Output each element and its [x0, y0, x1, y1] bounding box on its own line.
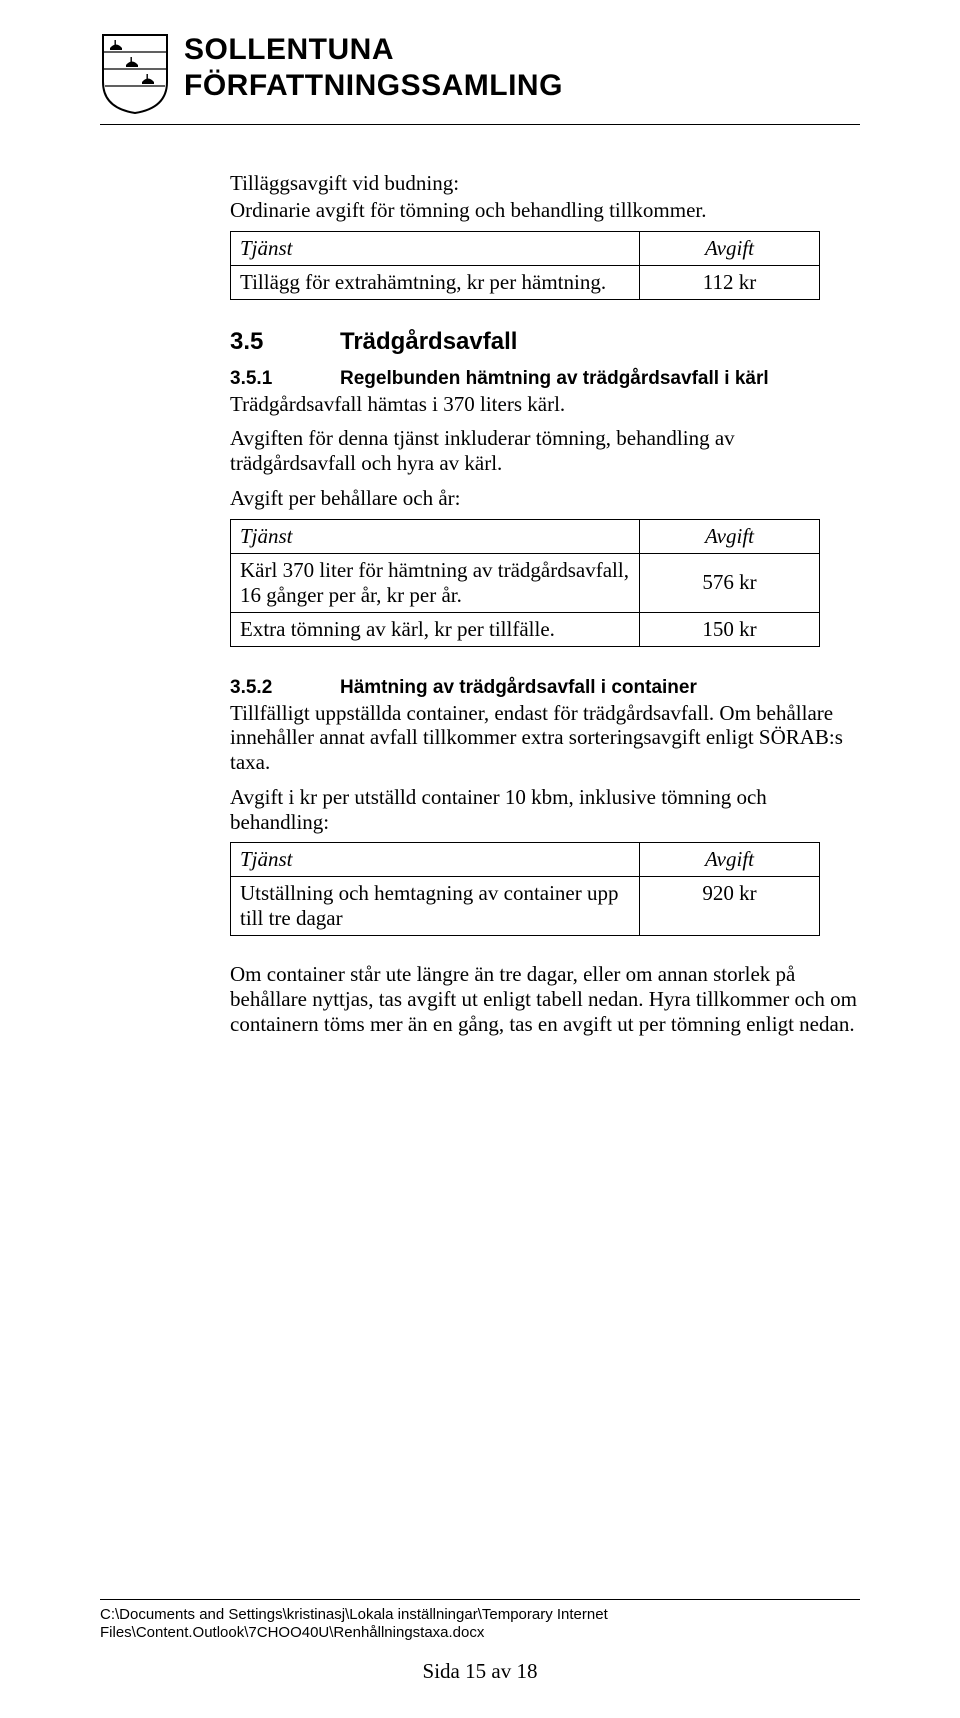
- cell-value: 576 kr: [640, 553, 820, 612]
- heading-title: Hämtning av trädgårdsavfall i container: [340, 677, 697, 698]
- closing-paragraph: Om container står ute längre än tre daga…: [230, 962, 860, 1036]
- table-row: Kärl 370 liter för hämtning av trädgårds…: [231, 553, 820, 612]
- cell-label: Kärl 370 liter för hämtning av trädgårds…: [231, 553, 640, 612]
- table-tradgardsavfall: Tjänst Avgift Kärl 370 liter för hämtnin…: [230, 519, 820, 647]
- p-351-3: Avgift per behållare och år:: [230, 486, 860, 511]
- footer-path-2: Files\Content.Outlook\7CHOO40U\Renhållni…: [100, 1624, 860, 1643]
- p-351-1: Trädgårdsavfall hämtas i 370 liters kärl…: [230, 392, 860, 417]
- page-number: Sida 15 av 18: [100, 1659, 860, 1684]
- p-351-2: Avgiften för denna tjänst inkluderar töm…: [230, 426, 860, 476]
- heading-num: 3.5.2: [230, 677, 340, 699]
- cell-label: Utställning och hemtagning av container …: [231, 877, 640, 936]
- heading-title: Regelbunden hämtning av trädgårdsavfall …: [340, 368, 769, 389]
- heading-3-5-1: 3.5.1Regelbunden hämtning av trädgårdsav…: [230, 368, 860, 390]
- col-header-avgift: Avgift: [640, 519, 820, 553]
- heading-3-5-2: 3.5.2Hämtning av trädgårdsavfall i conta…: [230, 677, 860, 699]
- cell-value: 920 kr: [640, 877, 820, 936]
- municipality-logo-icon: [100, 32, 170, 116]
- header-line1: SOLLENTUNA: [184, 32, 563, 68]
- col-header-tjanst: Tjänst: [231, 231, 640, 265]
- col-header-tjanst: Tjänst: [231, 519, 640, 553]
- table-row: Tjänst Avgift: [231, 231, 820, 265]
- table-row: Tjänst Avgift: [231, 519, 820, 553]
- page-footer: C:\Documents and Settings\kristinasj\Lok…: [100, 1599, 860, 1685]
- document-header: SOLLENTUNA FÖRFATTNINGSSAMLING: [184, 32, 563, 104]
- col-header-avgift: Avgift: [640, 231, 820, 265]
- table-row: Extra tömning av kärl, kr per tillfälle.…: [231, 612, 820, 646]
- heading-title: Trädgårdsavfall: [340, 328, 517, 355]
- cell-value: 150 kr: [640, 612, 820, 646]
- p-352-2: Avgift i kr per utställd container 10 kb…: [230, 785, 860, 835]
- footer-divider: [100, 1599, 860, 1600]
- cell-label: Tillägg för extrahämtning, kr per hämtni…: [231, 265, 640, 299]
- header-line2: FÖRFATTNINGSSAMLING: [184, 68, 563, 104]
- col-header-tjanst: Tjänst: [231, 843, 640, 877]
- intro-line2: Ordinarie avgift för tömning och behandl…: [230, 198, 860, 223]
- table-container: Tjänst Avgift Utställning och hemtagning…: [230, 842, 820, 936]
- table-extrahamtning: Tjänst Avgift Tillägg för extrahämtning,…: [230, 231, 820, 300]
- intro-line1: Tilläggsavgift vid budning:: [230, 171, 860, 196]
- cell-label: Extra tömning av kärl, kr per tillfälle.: [231, 612, 640, 646]
- table-row: Tjänst Avgift: [231, 843, 820, 877]
- heading-3-5: 3.5Trädgårdsavfall: [230, 328, 860, 356]
- p-352-1: Tillfälligt uppställda container, endast…: [230, 701, 860, 775]
- table-row: Tillägg för extrahämtning, kr per hämtni…: [231, 265, 820, 299]
- heading-num: 3.5: [230, 328, 340, 356]
- col-header-avgift: Avgift: [640, 843, 820, 877]
- table-row: Utställning och hemtagning av container …: [231, 877, 820, 936]
- heading-num: 3.5.1: [230, 368, 340, 390]
- footer-path-1: C:\Documents and Settings\kristinasj\Lok…: [100, 1606, 860, 1625]
- cell-value: 112 kr: [640, 265, 820, 299]
